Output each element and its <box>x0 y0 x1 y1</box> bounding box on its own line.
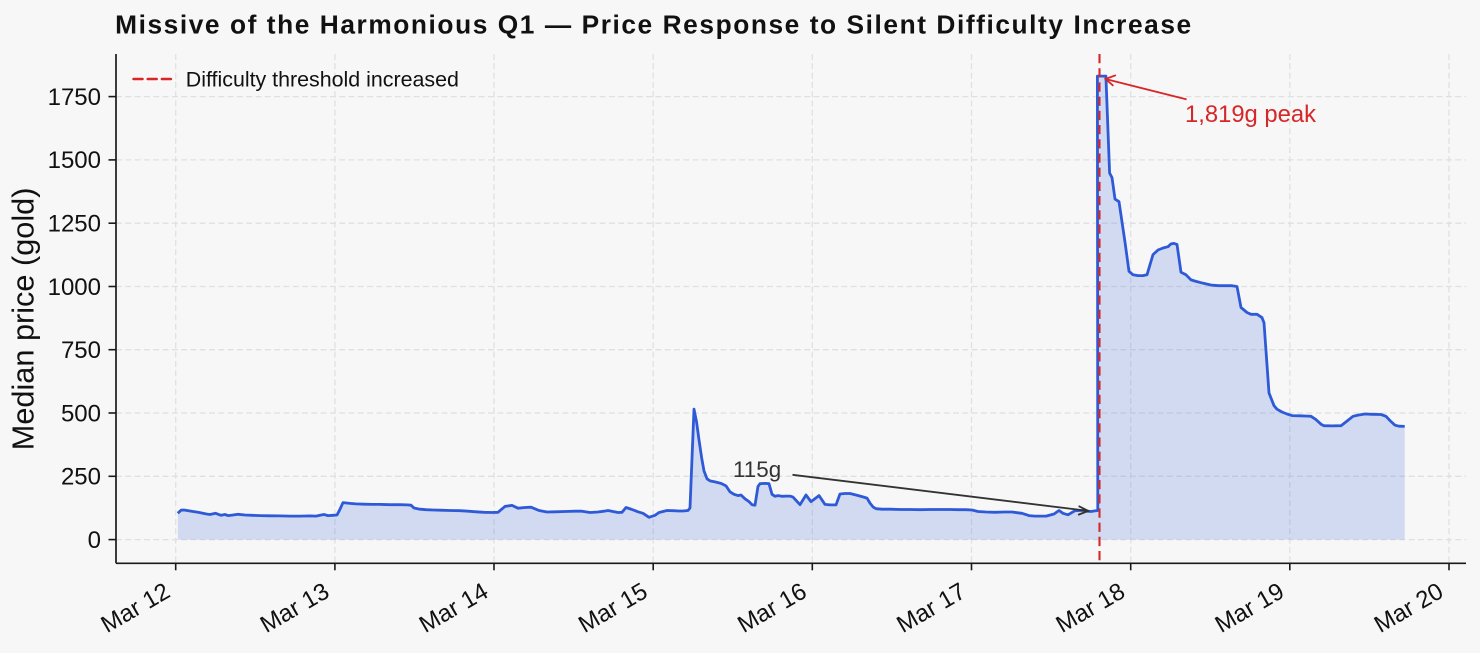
svg-text:750: 750 <box>61 337 101 364</box>
svg-text:1500: 1500 <box>48 147 101 174</box>
svg-text:Missive of the Harmonious Q1 —: Missive of the Harmonious Q1 — Price Res… <box>115 10 1193 40</box>
svg-text:0: 0 <box>88 527 101 554</box>
svg-text:1,819g peak: 1,819g peak <box>1185 101 1316 128</box>
svg-text:1250: 1250 <box>48 211 101 238</box>
svg-text:500: 500 <box>61 400 101 427</box>
svg-text:250: 250 <box>61 464 101 491</box>
svg-text:Median price (gold): Median price (gold) <box>5 188 40 451</box>
svg-text:1000: 1000 <box>48 274 101 301</box>
svg-text:1750: 1750 <box>48 84 101 111</box>
svg-text:Difficulty threshold increased: Difficulty threshold increased <box>186 68 459 92</box>
svg-text:115g: 115g <box>733 457 781 482</box>
